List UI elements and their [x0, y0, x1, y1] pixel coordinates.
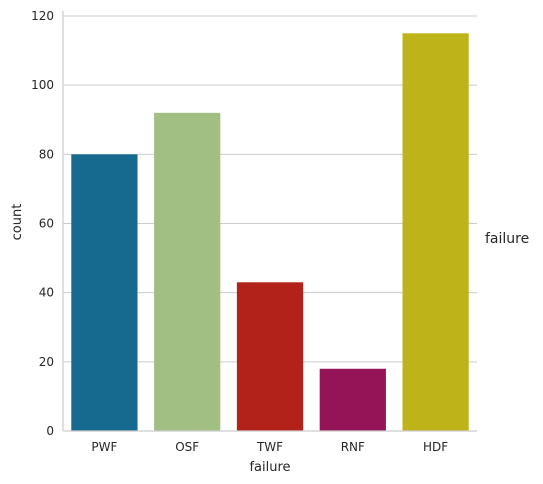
bars: [71, 33, 469, 432]
x-tick-label-hdf: HDF: [423, 440, 448, 454]
x-tick-label-pwf: PWF: [91, 440, 117, 454]
y-tick-label-20: 20: [39, 355, 54, 369]
x-tick-label-osf: OSF: [175, 440, 199, 454]
x-tick-label-rnf: RNF: [341, 440, 365, 454]
x-tick-labels: PWF OSF TWF RNF HDF: [91, 440, 448, 454]
y-tick-labels: 0 20 40 60 80 100 120: [31, 9, 54, 438]
y-tick-label-60: 60: [39, 217, 54, 231]
bar-osf: [154, 112, 221, 431]
y-axis-label: count: [10, 204, 25, 241]
y-tick-label-40: 40: [39, 286, 54, 300]
y-tick-label-0: 0: [46, 424, 54, 438]
legend-title: failure: [485, 231, 529, 247]
y-tick-label-80: 80: [39, 147, 54, 161]
x-tick-label-twf: TWF: [256, 440, 283, 454]
x-axis-label: failure: [249, 460, 290, 475]
y-tick-label-100: 100: [31, 78, 54, 92]
bar-rnf: [319, 368, 386, 431]
bar-hdf: [402, 33, 469, 432]
y-tick-label-120: 120: [31, 9, 54, 23]
bar-pwf: [71, 154, 138, 432]
bar-twf: [236, 282, 304, 431]
